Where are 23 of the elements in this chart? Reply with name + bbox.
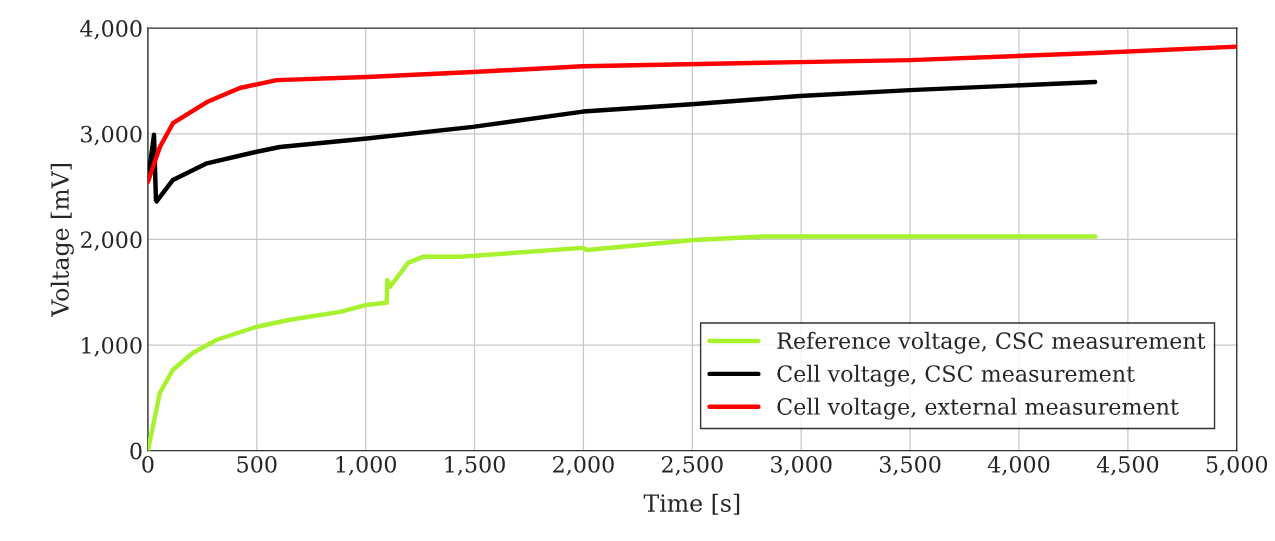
y-tick-label: 1,000 [82,336,142,357]
x-tick-label: 0 [142,455,154,473]
y-tick-label: 2,000 [80,231,142,251]
legend-label: Reference voltage, CSC measurement [777,331,1206,354]
x-tick-label: 3,000 [771,455,832,476]
y-tick-label: 4,000 [80,20,142,40]
legend-label: Cell voltage, CSC measurement [777,364,1135,387]
x-tick-label: 4,000 [987,455,1050,476]
line-series [147,79,1098,204]
x-axis-title: Time [s] [643,493,740,515]
y-axis-title: Voltage [mV] [50,164,74,317]
x-tick-label: 5,000 [1206,455,1268,476]
x-tick-label: 1,500 [445,455,505,476]
x-tick-label: 500 [237,455,277,473]
y-tick-label: 3,000 [81,125,142,146]
x-tick-label: 4,500 [1096,455,1159,476]
x-tick-label: 2,500 [662,455,723,476]
x-tick-label: 2,000 [553,455,614,476]
y-tick-label: 0 [130,442,142,460]
line-series [147,44,1237,185]
legend-label: Cell voltage, external measurement [777,397,1179,420]
x-tick-label: 1,000 [336,455,396,476]
x-tick-label: 3,500 [879,455,941,476]
